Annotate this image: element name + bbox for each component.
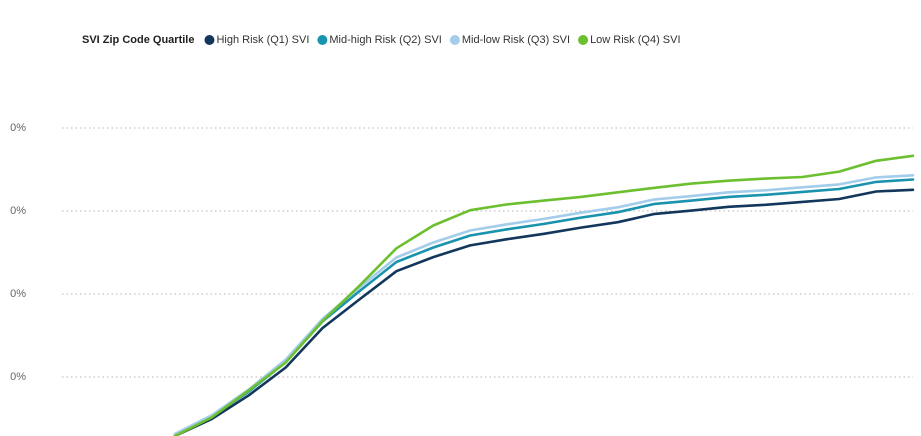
legend-label: Low Risk (Q4) SVI: [590, 34, 680, 46]
legend-label: Mid-high Risk (Q2) SVI: [329, 34, 441, 46]
y-tick-label: 0%: [10, 205, 26, 217]
lines: [173, 154, 915, 436]
series-line: [173, 188, 915, 436]
legend: SVI Zip Code Quartile High Risk (Q1) SVI…: [82, 34, 681, 46]
y-tick-label: 0%: [10, 371, 26, 383]
series-line: [173, 154, 915, 436]
y-tick-label: 0%: [10, 288, 26, 300]
legend-marker: [204, 35, 215, 45]
y-tick-label: 0%: [10, 122, 26, 134]
legend-label: High Risk (Q1) SVI: [216, 34, 309, 46]
series-line: [173, 174, 915, 436]
legend-marker: [317, 35, 328, 45]
legend-marker: [449, 35, 460, 45]
legend-marker: [578, 35, 589, 45]
grid: 0% 0% 0% 0%: [10, 122, 913, 383]
legend-title: SVI Zip Code Quartile: [82, 34, 194, 46]
legend-label: Mid-low Risk (Q3) SVI: [462, 34, 570, 46]
